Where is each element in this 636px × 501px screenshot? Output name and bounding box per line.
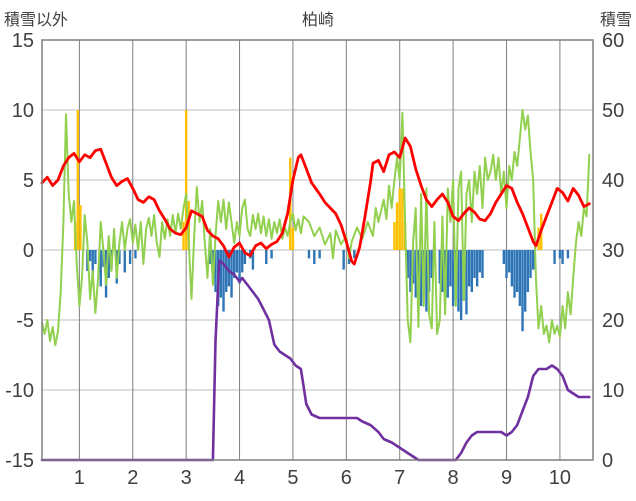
svg-text:3: 3 [181, 467, 192, 489]
svg-text:60: 60 [602, 30, 624, 52]
svg-text:7: 7 [394, 467, 405, 489]
svg-text:30: 30 [602, 240, 624, 262]
svg-text:1: 1 [74, 467, 85, 489]
left-axis-title: 積雪以外 [4, 12, 69, 29]
svg-text:-5: -5 [16, 310, 34, 332]
svg-text:5: 5 [287, 467, 298, 489]
chart-title: 柏崎 [301, 12, 334, 29]
svg-text:9: 9 [501, 467, 512, 489]
svg-text:50: 50 [602, 100, 624, 122]
series-snow-depth-purple-line [40, 259, 591, 462]
svg-text:4: 4 [234, 467, 245, 489]
series-precip-blue-bars [86, 250, 570, 332]
svg-text:2: 2 [127, 467, 138, 489]
svg-text:20: 20 [602, 310, 624, 332]
svg-text:15: 15 [12, 30, 34, 52]
svg-text:10: 10 [602, 380, 624, 402]
plot-border [41, 39, 594, 461]
svg-text:0: 0 [23, 240, 34, 262]
svg-text:-10: -10 [5, 380, 34, 402]
svg-text:5: 5 [23, 170, 34, 192]
series-red-line [40, 136, 591, 266]
svg-text:10: 10 [12, 100, 34, 122]
series-green-line [41, 109, 591, 347]
svg-text:-15: -15 [5, 450, 34, 472]
svg-text:0: 0 [602, 450, 613, 472]
right-axis-title: 積雪 [599, 12, 632, 29]
svg-text:10: 10 [549, 467, 571, 489]
svg-text:40: 40 [602, 170, 624, 192]
svg-text:8: 8 [448, 467, 459, 489]
svg-text:6: 6 [341, 467, 352, 489]
